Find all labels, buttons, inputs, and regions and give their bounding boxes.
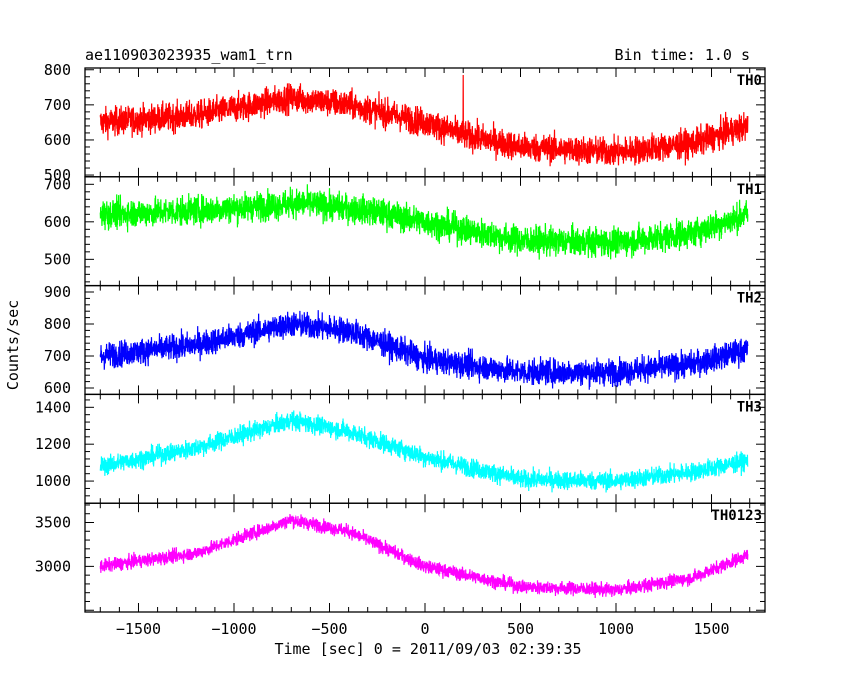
x-tick-label: 500 (507, 620, 534, 638)
bin-time-label: Bin time: 1.0 s (615, 46, 750, 64)
x-tick-label: −1000 (211, 620, 256, 638)
series-th0 (99, 75, 749, 167)
panel-th0: 500 600 700 800 TH0 (44, 61, 766, 184)
x-axis-label: Time [sec] 0 = 2011/09/03 02:39:35 (274, 640, 581, 658)
y-tick-label: 500 (44, 250, 71, 268)
panels: 500 600 700 800 TH0 500 600 700 TH1 600 700 800 900 T… (35, 61, 766, 613)
y-tick-label: 500 (44, 166, 71, 184)
x-tick-label: −500 (311, 620, 347, 638)
y-tick-label: 700 (44, 175, 71, 193)
y-tick-label: 3000 (35, 557, 71, 575)
series-th3 (99, 410, 749, 493)
y-tick-label: 900 (44, 283, 71, 301)
panel-th0123: 3000 3500 TH0123 (35, 502, 766, 613)
panel-th3: 1000 1200 1400 TH3 (35, 393, 766, 504)
x-tick-label: 1500 (693, 620, 729, 638)
panel-label-th3: TH3 (737, 399, 762, 415)
panel-th2: 600 700 800 900 TH2 (44, 283, 766, 397)
y-tick-label: 700 (44, 347, 71, 365)
y-tick-label: 3500 (35, 514, 71, 532)
panel-label-th2: TH2 (737, 291, 762, 307)
x-tick-label: −1500 (116, 620, 161, 638)
series-th2 (99, 310, 749, 390)
series-th0123 (99, 514, 749, 598)
y-tick-label: 700 (44, 96, 71, 114)
series-th1 (99, 184, 749, 260)
panel-th1: 500 600 700 TH1 (44, 175, 766, 287)
y-tick-label: 1200 (35, 435, 71, 453)
y-axis-label: Counts/sec (4, 300, 22, 390)
y-tick-label: 600 (44, 379, 71, 397)
y-tick-label: 1000 (35, 472, 71, 490)
y-tick-label: 1400 (35, 398, 71, 416)
panel-label-th1: TH1 (737, 182, 762, 198)
chart-title: ae110903023935_wam1_trn (85, 46, 293, 64)
x-axis: −1500 −1000 −500 0 500 1000 1500 (116, 620, 730, 638)
y-tick-label: 800 (44, 61, 71, 79)
panel-label-th0: TH0 (737, 73, 762, 89)
x-tick-label: 0 (420, 620, 429, 638)
x-tick-label: 1000 (598, 620, 634, 638)
y-tick-label: 600 (44, 131, 71, 149)
y-tick-label: 800 (44, 315, 71, 333)
panel-label-th0123: TH0123 (711, 508, 762, 524)
y-tick-label: 600 (44, 213, 71, 231)
